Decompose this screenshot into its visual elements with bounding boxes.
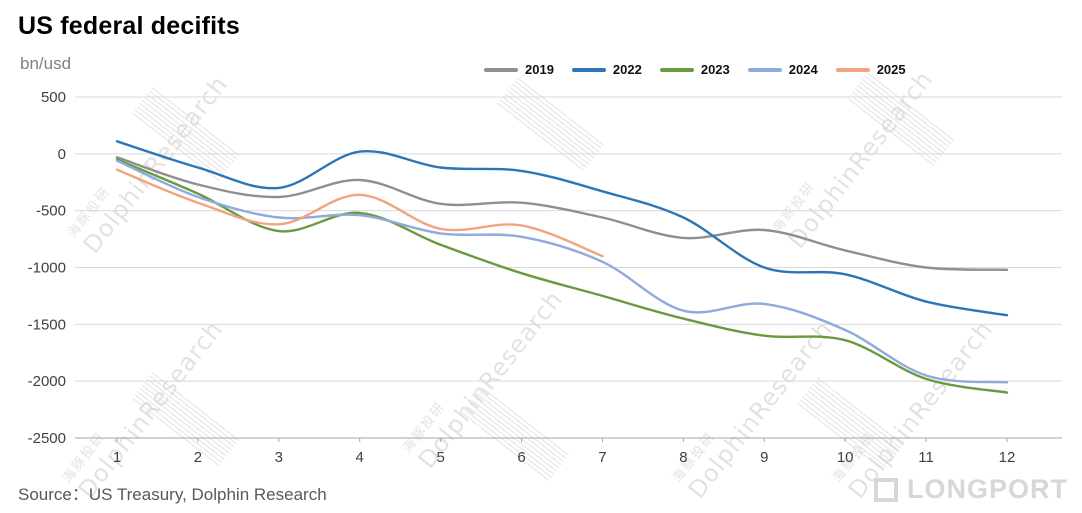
legend-label: 2025	[876, 62, 906, 77]
series-line-2023	[115, 158, 1009, 394]
watermark-hatch	[130, 371, 240, 469]
legend-swatch	[659, 67, 694, 72]
y-tick-label: 0	[58, 146, 66, 163]
x-tick-label: 3	[275, 449, 283, 466]
axis-unit-label: bn/usd	[20, 54, 72, 73]
watermark-hatch	[460, 386, 570, 484]
x-tick-label: 1	[113, 449, 121, 466]
source-note: Source：US Treasury, Dolphin Research	[18, 485, 327, 504]
y-tick-label: -500	[36, 203, 66, 220]
series-line-2025	[115, 168, 604, 258]
longport-text: LONGPORT	[907, 474, 1068, 504]
longport-logo: LONGPORT	[874, 474, 1068, 505]
legend-swatch	[571, 67, 606, 72]
x-tick-label: 12	[999, 449, 1016, 466]
watermark-hatch	[795, 376, 905, 474]
legend-label: 2024	[788, 62, 818, 77]
y-tick-label: -1500	[28, 316, 66, 333]
chart-legend: 2019 2022 2023 2024 2025	[484, 62, 906, 77]
x-tick-label: 5	[436, 449, 444, 466]
legend-swatch	[835, 67, 870, 72]
legend-item-2023[interactable]: 2023	[659, 62, 730, 77]
longport-icon	[874, 477, 898, 502]
watermark-hatch	[845, 71, 955, 169]
series-line-2019	[115, 156, 1009, 271]
legend-item-2025[interactable]: 2025	[835, 62, 906, 77]
legend-item-2022[interactable]: 2022	[571, 62, 642, 77]
y-tick-label: -1000	[28, 260, 66, 277]
legend-item-2019[interactable]: 2019	[484, 62, 554, 77]
x-tick-label: 7	[598, 449, 606, 466]
x-tick-label: 6	[517, 449, 525, 466]
chart-title: US federal decifits	[18, 12, 240, 40]
watermark-hatch	[495, 76, 605, 174]
x-tick-label: 11	[918, 449, 934, 466]
y-tick-label: 500	[41, 89, 66, 106]
x-tick-label: 4	[356, 449, 364, 466]
watermark-hatch	[130, 86, 240, 184]
legend-swatch	[484, 67, 518, 72]
legend-label: 2019	[525, 62, 554, 77]
series-line-2022	[115, 140, 1009, 317]
legend-swatch	[747, 67, 782, 72]
x-tick-label: 10	[837, 449, 854, 466]
y-tick-label: -2000	[28, 373, 66, 390]
x-tick-label: 9	[760, 449, 768, 466]
x-tick-label: 2	[194, 449, 202, 466]
legend-item-2024[interactable]: 2024	[747, 62, 818, 77]
y-tick-label: -2500	[28, 430, 66, 447]
series-line-2024	[115, 159, 1009, 384]
legend-label: 2023	[700, 62, 730, 77]
x-tick-label: 8	[679, 449, 687, 466]
legend-label: 2022	[612, 62, 642, 77]
